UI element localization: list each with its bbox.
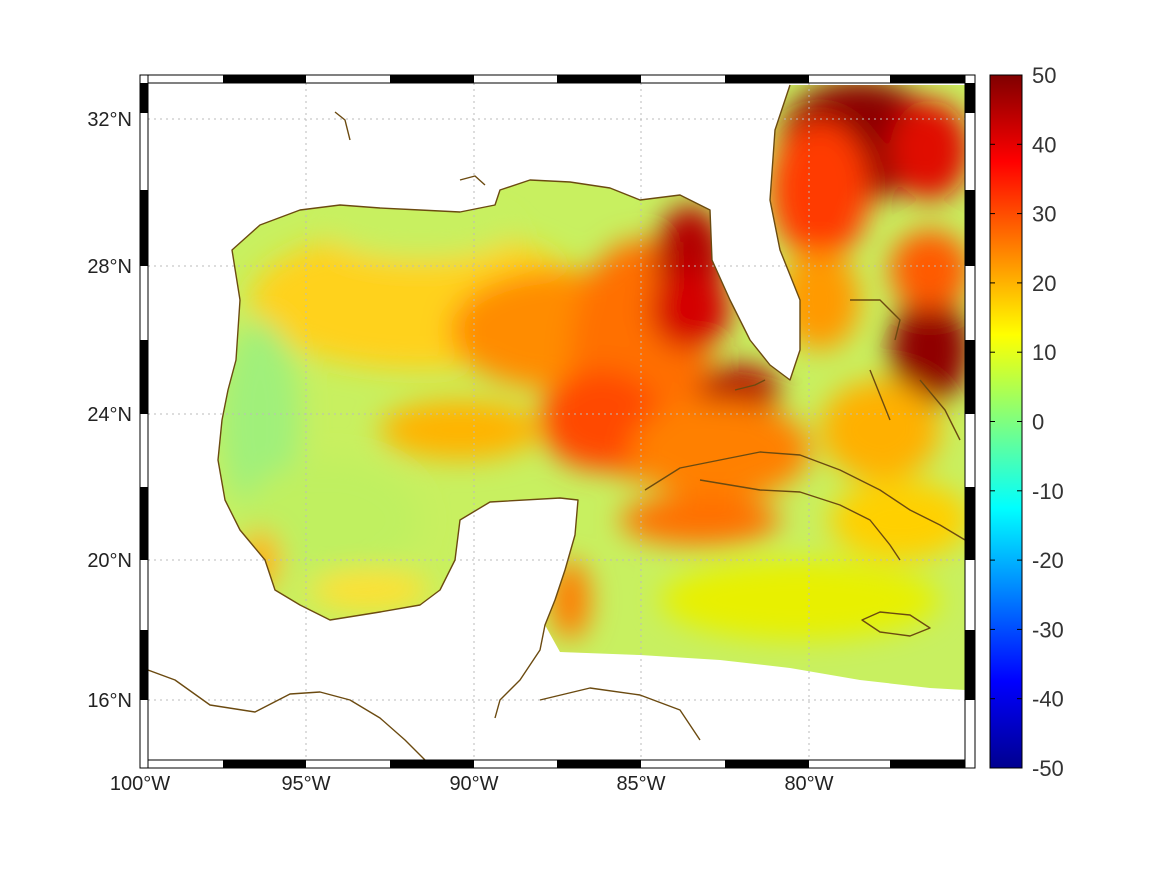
colorbar-label: 20 <box>1032 271 1056 296</box>
colorbar-label: 50 <box>1032 63 1056 88</box>
colorbar-label: -20 <box>1032 548 1064 573</box>
lat-label-28n: 28°N <box>87 256 132 278</box>
graticule <box>148 83 965 760</box>
lon-label-85w: 85°W <box>616 773 665 795</box>
lon-label-90w: 90°W <box>449 773 498 795</box>
lat-label-16n: 16°N <box>87 690 132 712</box>
colorbar-label: -10 <box>1032 479 1064 504</box>
anomaly-field <box>218 85 965 690</box>
latitude-labels: 32°N 28°N 24°N 20°N 16°N <box>87 109 132 712</box>
colorbar-labels: 50 40 30 20 10 0 -10 -20 -30 -40 -50 <box>1032 63 1064 781</box>
colorbar: 50 40 30 20 10 0 -10 -20 -30 -40 -50 <box>989 63 1064 781</box>
colorbar-label: 0 <box>1032 410 1044 435</box>
lon-label-80w: 80°W <box>784 773 833 795</box>
colorbar-label: 10 <box>1032 340 1056 365</box>
coastlines <box>148 84 965 760</box>
map-frame <box>139 74 976 769</box>
lat-label-20n: 20°N <box>87 550 132 572</box>
longitude-labels: 100°W 95°W 90°W 85°W 80°W <box>110 773 834 795</box>
lat-label-32n: 32°N <box>87 109 132 131</box>
colorbar-label: -30 <box>1032 617 1064 642</box>
colorbar-label: -40 <box>1032 687 1064 712</box>
colorbar-label: 40 <box>1032 132 1056 157</box>
lon-label-95w: 95°W <box>281 773 330 795</box>
lat-label-24n: 24°N <box>87 404 132 426</box>
colorbar-label: 30 <box>1032 202 1056 227</box>
lon-label-100w: 100°W <box>110 773 170 795</box>
colorbar-ticks <box>990 74 1022 769</box>
colorbar-label: -50 <box>1032 756 1064 781</box>
